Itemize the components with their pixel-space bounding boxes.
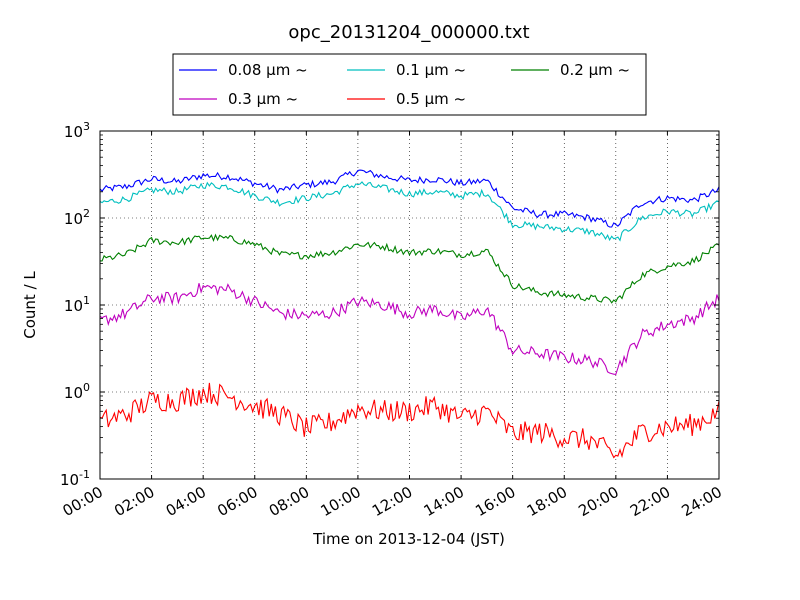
y-tick-label: 100 (64, 381, 90, 402)
x-tick-label: 24:00 (679, 483, 725, 520)
x-tick-label: 02:00 (111, 483, 157, 520)
x-tick-label: 08:00 (266, 483, 312, 520)
legend-label: 0.5 μm ~ (396, 90, 466, 108)
series-line (99, 181, 720, 242)
y-tick-label: 10-1 (60, 468, 90, 489)
y-tick-label: 101 (64, 294, 90, 315)
series-line (100, 233, 720, 304)
y-axis-title: Count / L (21, 271, 39, 339)
x-tick-label: 20:00 (575, 483, 621, 520)
legend-label: 0.3 μm ~ (228, 90, 298, 108)
series-line (99, 283, 720, 375)
legend-label: 0.2 μm ~ (560, 61, 630, 79)
legend-label: 0.08 μm ~ (228, 61, 308, 79)
series-line (99, 169, 720, 228)
chart-title: opc_20131204_000000.txt (288, 22, 529, 43)
x-tick-label: 22:00 (627, 483, 673, 520)
y-axis-ticks: 10-1 100 101 102 103 (60, 120, 719, 489)
legend-frame (172, 53, 647, 116)
y-tick-label: 102 (64, 207, 90, 228)
x-tick-label: 10:00 (317, 483, 363, 520)
series-lines (99, 169, 720, 459)
legend-label: 0.1 μm ~ (396, 61, 466, 79)
x-tick-label: 16:00 (472, 483, 518, 520)
series-line (99, 382, 720, 459)
x-tick-label: 14:00 (421, 483, 467, 520)
x-tick-label: 12:00 (369, 483, 415, 520)
x-axis-title: Time on 2013-12-04 (JST) (312, 530, 505, 548)
x-tick-label: 06:00 (214, 483, 260, 520)
y-tick-label: 103 (64, 120, 90, 141)
x-tick-label: 18:00 (524, 483, 570, 520)
x-tick-label: 04:00 (163, 483, 209, 520)
legend: 0.08 μm ~ 0.1 μm ~ 0.2 μm ~ 0.3 μm ~ 0.5 μm … (172, 53, 647, 116)
grid (100, 131, 719, 479)
